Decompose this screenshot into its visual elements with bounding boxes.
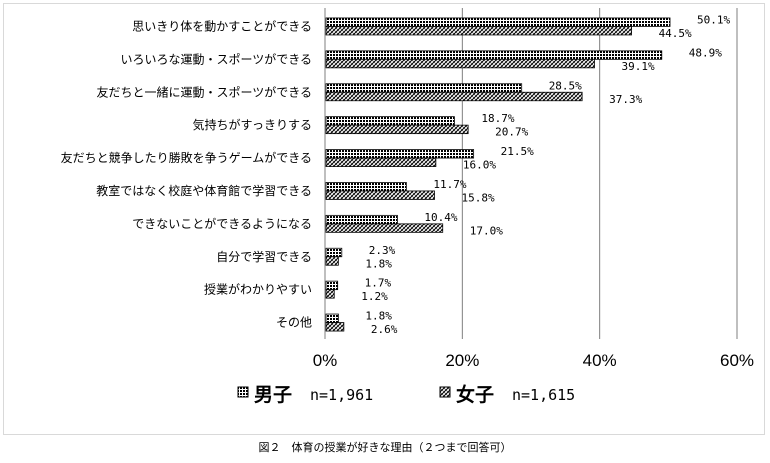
- data-label: 1.2%: [361, 290, 388, 303]
- data-label: 37.3%: [609, 93, 642, 106]
- bar-boys: [325, 149, 475, 159]
- legend-n-label: n=1,961: [310, 386, 373, 404]
- legend-swatch-girls: [439, 386, 451, 398]
- legend-label: 女子: [456, 383, 494, 406]
- bar-boys: [325, 280, 339, 291]
- reasons-bar-chart: 50.1% 44.5% 48.9% 39.1% 28.5% 37.3% 18.7%20.7%…: [61, 8, 754, 406]
- bar-girls: [325, 190, 435, 200]
- bar-boys: [325, 214, 398, 225]
- data-label: 11.7%: [433, 178, 466, 191]
- category-label: その他: [276, 316, 312, 330]
- bar-girls: [325, 256, 339, 266]
- x-tick-label: 0%: [313, 351, 338, 370]
- chart-frame: [3, 3, 765, 435]
- data-label: 39.1%: [621, 60, 654, 73]
- bar-boys: [325, 247, 343, 258]
- category-label: 思いきり体を動かすことができる: [132, 18, 312, 33]
- bar-girls: [325, 124, 469, 135]
- bar-boys: [325, 50, 663, 60]
- data-label: 10.4%: [424, 211, 457, 224]
- bar-girls: [325, 91, 583, 102]
- data-label: 2.3%: [369, 244, 396, 257]
- bar-girls: [325, 322, 345, 332]
- category-label: 自分で学習できる: [216, 249, 312, 264]
- bar-girls: [325, 157, 437, 167]
- bar-boys: [325, 17, 671, 27]
- category-label: 教室ではなく校庭や体育館で学習できる: [96, 183, 312, 198]
- data-label: 21.5%: [501, 145, 534, 158]
- x-tick-label: 40%: [583, 351, 617, 370]
- data-label: 17.0%: [470, 224, 503, 237]
- data-label: 50.1%: [697, 13, 730, 26]
- data-label: 20.7%: [495, 126, 528, 139]
- data-label: 18.7%: [481, 112, 514, 125]
- data-label: 48.9%: [689, 46, 722, 59]
- bar-boys: [325, 83, 523, 93]
- bar-boys: [325, 116, 455, 126]
- data-label: 2.6%: [371, 323, 398, 336]
- x-tick-label: 20%: [445, 351, 479, 370]
- data-label: 16.0%: [463, 159, 496, 172]
- bar-girls: [325, 289, 335, 299]
- data-label: 1.7%: [365, 277, 392, 290]
- category-label: できないことができるようになる: [132, 216, 312, 231]
- bar-girls: [325, 26, 632, 36]
- data-label: 44.5%: [659, 27, 692, 40]
- category-label: 友だちと一緒に運動・スポーツができる: [96, 84, 312, 99]
- legend-n-label: n=1,615: [512, 386, 575, 404]
- category-label: 気持ちがすっきりする: [192, 117, 312, 132]
- legend-label: 男子: [254, 384, 292, 406]
- data-label: 1.8%: [365, 257, 392, 270]
- category-label: いろいろな運動・スポーツができる: [120, 51, 312, 66]
- data-label: 15.8%: [461, 191, 494, 204]
- bar-girls: [325, 223, 444, 233]
- figure-caption: 図２ 体育の授業が好きな理由（２つまで回答可）: [258, 441, 512, 454]
- category-label: 友だちと競争したり勝敗を争うゲームができる: [61, 150, 312, 165]
- data-label: 1.8%: [365, 310, 392, 323]
- data-label: 28.5%: [549, 79, 582, 92]
- x-tick-label: 60%: [720, 351, 754, 370]
- bar-boys: [325, 182, 407, 192]
- category-label: 授業がわかりやすい: [204, 282, 312, 297]
- legend-swatch-boys: [237, 386, 249, 398]
- bar-girls: [325, 58, 595, 69]
- bar-boys: [325, 313, 339, 323]
